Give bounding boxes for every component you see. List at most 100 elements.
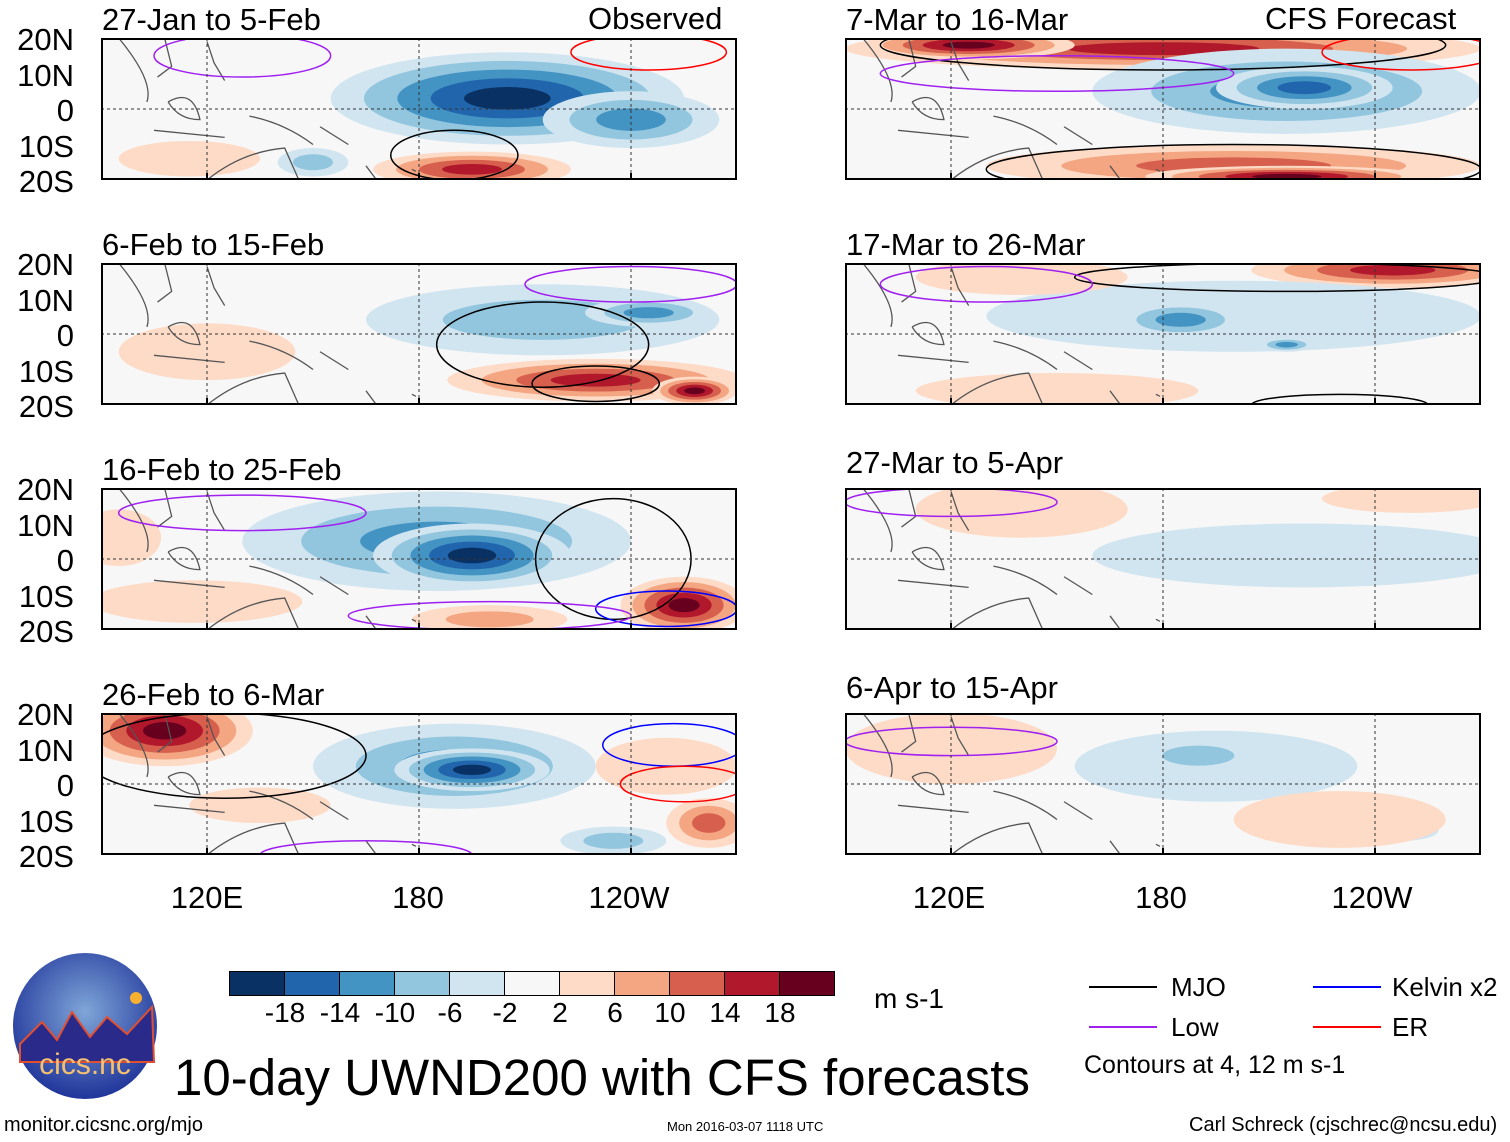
lon-label: 120W (588, 880, 670, 915)
colorbar-label: -14 (319, 997, 361, 1028)
anomaly-shade (583, 832, 644, 849)
colorbar-label: 10 (654, 997, 686, 1028)
panel-title: 6-Apr to 15-Apr (846, 670, 1058, 705)
anomaly-shade (623, 307, 674, 319)
lat-label: 20S (18, 839, 74, 874)
svg-text:cics.nc: cics.nc (39, 1048, 131, 1081)
colorbar-label: 14 (709, 997, 741, 1028)
panel-title: 16-Feb to 25-Feb (102, 452, 342, 487)
lat-label: 20N (17, 22, 74, 57)
footer-url[interactable]: monitor.cicsnc.org/mjo (4, 1114, 203, 1136)
colorbar-label: -18 (264, 997, 306, 1028)
colorbar-label: -2 (492, 997, 518, 1028)
anomaly-shade (464, 87, 551, 110)
contour-low (259, 840, 473, 855)
lon-label: 120E (170, 880, 244, 915)
contour-low (879, 55, 1235, 92)
colorbar-swatch (285, 972, 340, 995)
legend-line-mjo (1089, 986, 1157, 988)
colorbar-swatch (505, 972, 560, 995)
lat-label: 0 (56, 93, 74, 128)
lat-label: 20N (17, 472, 74, 507)
lat-label: 10S (18, 578, 74, 614)
contour-low (845, 488, 1058, 518)
coastline (862, 263, 1161, 405)
figure-title: 10-day UWND200 with CFS forecasts (174, 1049, 1030, 1106)
legend-label: Low (1171, 1012, 1219, 1042)
anomaly-shade (684, 387, 705, 395)
contour-er (570, 38, 728, 71)
contour-mjo (435, 301, 650, 388)
panel-frame (101, 713, 737, 855)
panel-title: 17-Mar to 26-Mar (846, 227, 1086, 262)
legend-label: ER (1392, 1012, 1429, 1042)
colorbar-label: 18 (764, 997, 796, 1028)
colorbar (229, 971, 835, 996)
panel-title: 27-Mar to 5-Apr (846, 445, 1064, 480)
panel-frame (845, 488, 1481, 630)
colorbar-swatch (725, 972, 780, 995)
legend-line-er (1313, 1026, 1381, 1028)
panel-frame (101, 38, 737, 180)
contour-mjo (1073, 263, 1481, 293)
anomaly-shade (915, 263, 1128, 295)
panel-frame (845, 713, 1481, 855)
coastline (118, 713, 417, 855)
colorbar-label: 6 (607, 997, 623, 1028)
map-panel (845, 488, 1481, 630)
lat-label: 10S (18, 353, 74, 389)
coastline (118, 38, 417, 180)
lon-label: 120W (1331, 880, 1413, 915)
legend-label: MJO (1171, 972, 1226, 1002)
map-panel (101, 488, 737, 630)
colorbar-swatch (395, 972, 450, 995)
legend-label: Kelvin x2 (1392, 972, 1498, 1002)
panel-title: 6-Feb to 15-Feb (102, 227, 325, 262)
panel-title: 26-Feb to 6-Mar (102, 677, 325, 712)
anomaly-shade (442, 163, 502, 175)
anomaly-shade (845, 713, 1057, 784)
contour-mjo (531, 365, 661, 403)
legend-line-low (1089, 1026, 1157, 1028)
lat-label: 20S (18, 164, 74, 199)
lat-label: 10N (17, 57, 74, 93)
lon-label: 120E (912, 880, 986, 915)
lat-label: 0 (56, 768, 74, 803)
anomaly-shade (445, 611, 534, 628)
colorbar-swatch (560, 972, 615, 995)
anomaly-shade (1155, 312, 1206, 327)
anomaly-shade (942, 41, 995, 49)
anomaly-shade (142, 722, 187, 740)
anomaly-shade (118, 140, 260, 177)
contour-mjo (1250, 393, 1429, 405)
lat-label: 10N (17, 732, 74, 768)
colorbar-label: -10 (374, 997, 416, 1028)
anomaly-shade (915, 373, 1199, 405)
lat-label: 10S (18, 803, 74, 839)
anomaly-shade (1066, 42, 1260, 56)
anomaly-shade (1277, 81, 1332, 95)
map-panel (845, 263, 1481, 405)
units-label: m s-1 (874, 983, 944, 1014)
lat-label: 0 (56, 543, 74, 578)
anomaly-shade (668, 598, 700, 613)
anomaly-shade (1322, 488, 1481, 513)
forecast-label: CFS Forecast (1265, 1, 1457, 36)
colorbar-swatch (450, 972, 505, 995)
contour-er (1321, 38, 1481, 71)
anomaly-shade (118, 323, 296, 381)
panel-frame (101, 263, 737, 405)
contour-low (879, 265, 1094, 303)
coastline (862, 488, 1161, 630)
anomaly-shade (1233, 791, 1446, 848)
lon-label: 180 (1135, 880, 1187, 915)
lat-label: 20S (18, 389, 74, 424)
coastline (862, 713, 1161, 855)
anomaly-shade (692, 813, 726, 833)
contour-note: Contours at 4, 12 m s-1 (1084, 1051, 1346, 1079)
colorbar-swatch (670, 972, 725, 995)
colorbar-swatch (780, 972, 834, 995)
footer-author: Carl Schreck (cjschrec@ncsu.edu) (1189, 1114, 1498, 1136)
colorbar-label: -6 (437, 997, 463, 1028)
